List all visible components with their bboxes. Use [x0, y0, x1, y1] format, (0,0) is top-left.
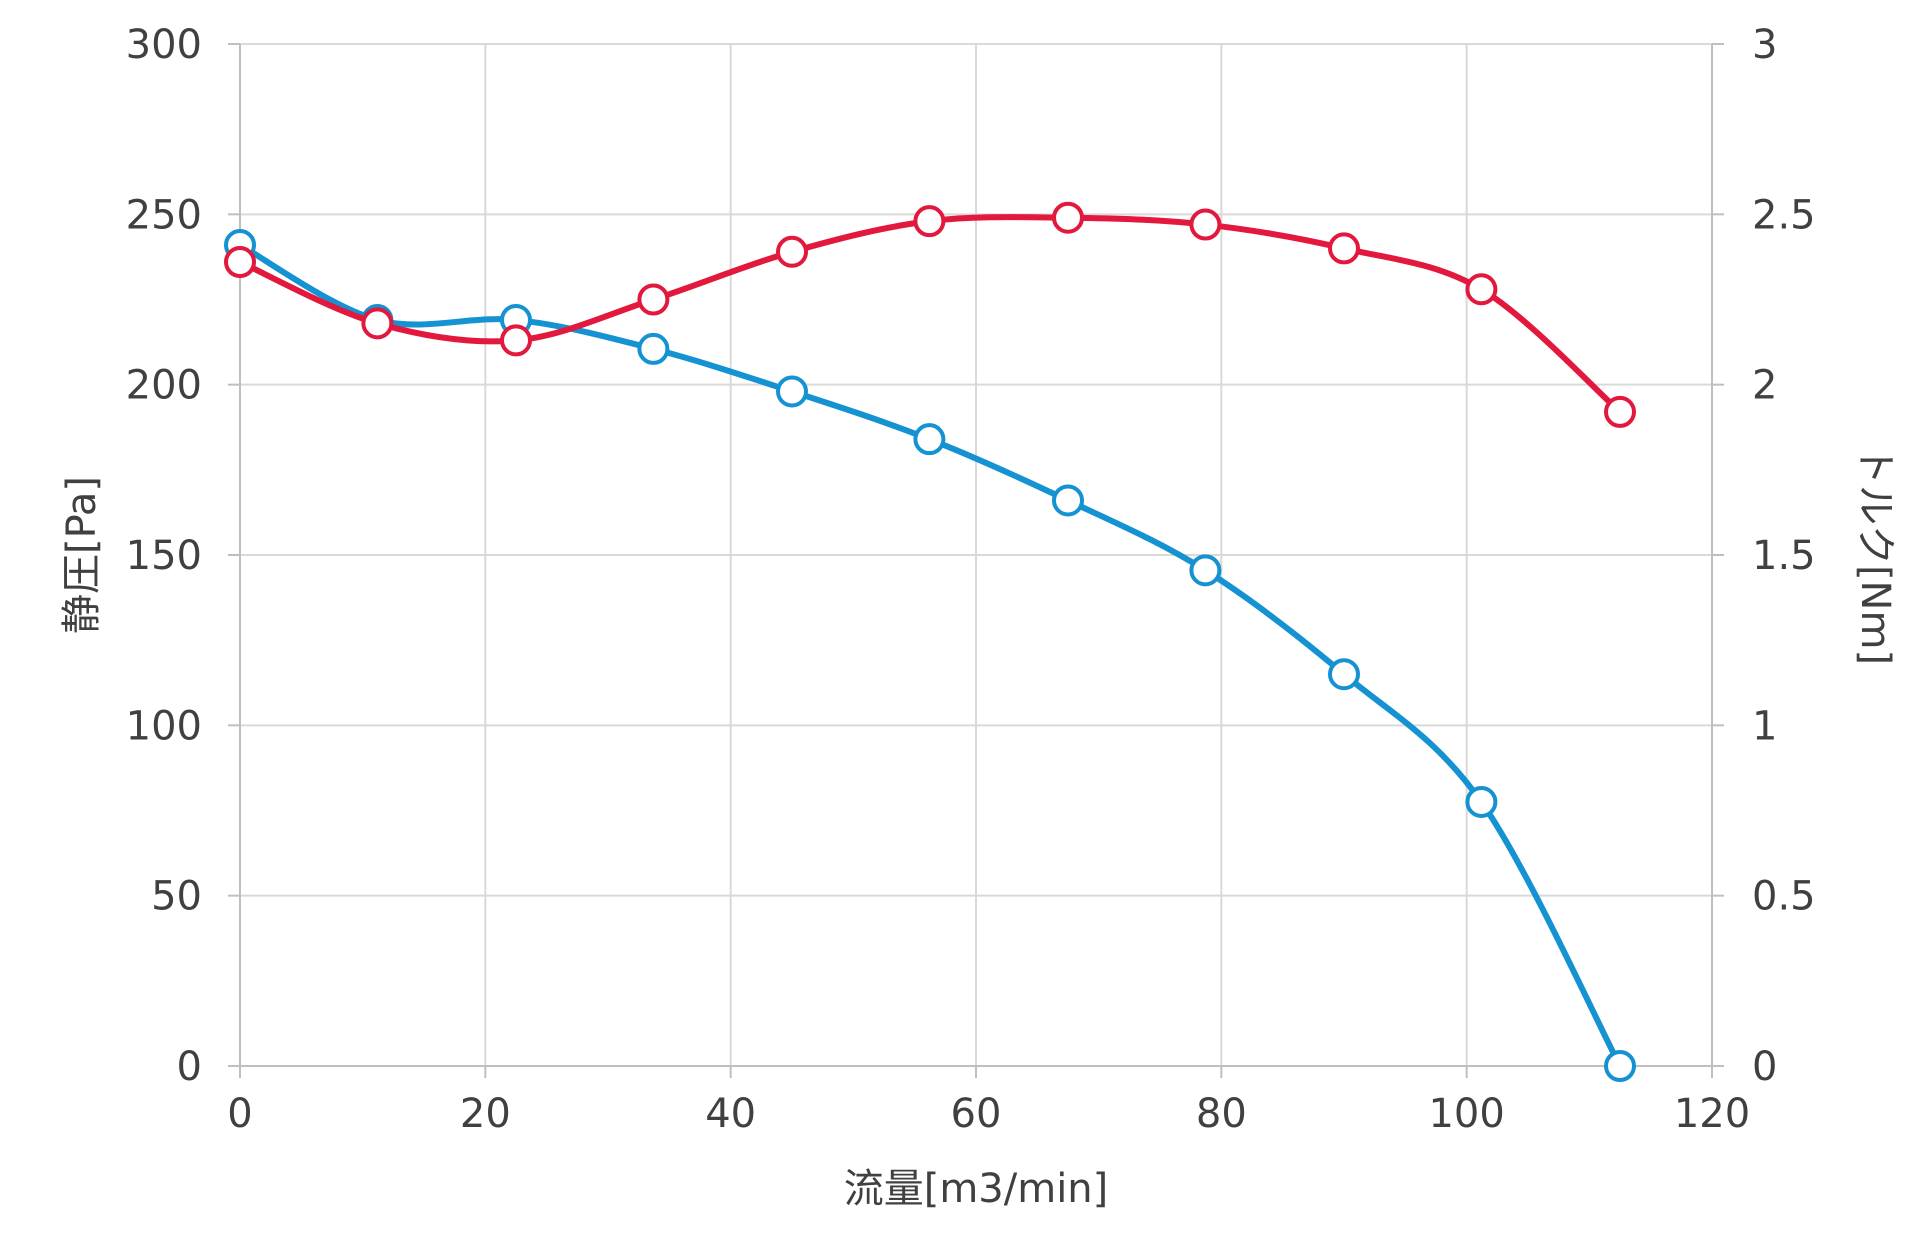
x-tick-label: 0 [227, 1091, 252, 1137]
x-tick-label: 60 [951, 1091, 1002, 1137]
y2-tick-label: 1 [1752, 703, 1777, 749]
data-point-marker [224, 246, 256, 279]
y-tick-label: 50 [151, 874, 202, 920]
data-point-marker [776, 375, 808, 408]
data-point-marker [1604, 395, 1636, 428]
x-tick-label: 40 [705, 1091, 756, 1137]
y-tick-label: 100 [126, 703, 202, 749]
y2-tick-label: 0 [1752, 1044, 1777, 1090]
y2-axis-title: トルク[Nm] [1852, 445, 1898, 665]
data-point-marker [361, 307, 394, 340]
series [224, 201, 1636, 1082]
y2-tick-label: 0.5 [1752, 874, 1816, 920]
data-point-marker [1465, 273, 1498, 306]
data-point-marker [913, 423, 946, 456]
y-tick-label: 150 [126, 533, 202, 579]
x-tick-label: 20 [460, 1091, 511, 1137]
y-tick-label: 0 [177, 1044, 202, 1090]
grid [240, 43, 1713, 1066]
data-point-marker [1189, 208, 1222, 241]
data-point-marker [500, 324, 532, 357]
x-tick-label: 100 [1428, 1091, 1504, 1137]
y2-tick-label: 3 [1752, 22, 1777, 68]
data-point-marker [1052, 484, 1084, 517]
data-point-marker [1328, 232, 1360, 265]
tick-labels: 0 50 100 150 200 250 300 0 0.5 1 1.5 2 2.5 3 0 20 40 60 80… [126, 22, 1816, 1137]
data-point-marker [1189, 554, 1222, 587]
y2-tick-label: 2.5 [1752, 192, 1816, 238]
data-point-marker [1328, 658, 1360, 691]
y2-tick-label: 1.5 [1752, 533, 1816, 579]
x-tick-label: 80 [1196, 1091, 1247, 1137]
series-line [237, 241, 1623, 1069]
data-point-marker [1465, 785, 1498, 818]
series-static-pressure [224, 228, 1636, 1082]
x-axis-title: 流量[m3/min] [844, 1166, 1109, 1212]
y2-tick-label: 2 [1752, 363, 1777, 409]
y-tick-label: 300 [126, 22, 202, 68]
data-point-marker [776, 235, 808, 268]
y-axis-title: 静圧[Pa] [59, 476, 105, 634]
y-tick-label: 200 [126, 363, 202, 409]
x-tick-label: 120 [1674, 1091, 1750, 1137]
series-torque [224, 201, 1636, 428]
axes [228, 43, 1724, 1078]
data-point-marker [637, 332, 670, 365]
data-point-marker [1604, 1050, 1636, 1082]
series-line [237, 214, 1623, 415]
data-point-marker [913, 205, 946, 238]
data-point-marker [637, 283, 670, 316]
data-point-marker [1052, 201, 1084, 234]
y-tick-label: 250 [126, 192, 202, 238]
